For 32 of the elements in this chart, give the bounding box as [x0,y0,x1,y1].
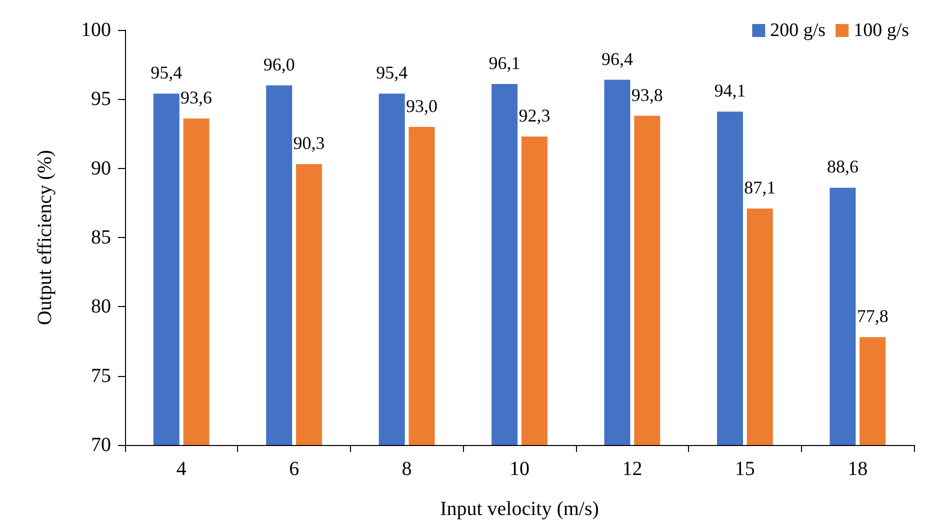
y-tick-label: 90 [91,157,111,180]
data-label: 96,1 [488,52,520,73]
x-tick-label: 10 [510,458,530,480]
data-label: 90,3 [293,133,325,154]
data-label: 93,8 [631,84,663,105]
data-label: 95,4 [150,62,182,83]
y-tick-label: 100 [81,19,111,41]
data-label: 93,0 [406,96,438,116]
data-label: 92,3 [518,106,550,126]
data-label: 96,4 [602,48,634,69]
y-axis-title: Output efficiency (%) [34,150,56,326]
x-tick-label: 4 [176,458,186,480]
data-label: 93,6 [180,88,212,108]
legend-label: 200 g/s [770,20,826,41]
x-tick-label: 12 [622,458,642,480]
x-tick-label: 8 [402,458,412,480]
y-tick-label: 70 [91,434,111,456]
x-tick-label: 6 [289,458,300,480]
x-tick-label: 15 [734,458,755,480]
data-label: 77,8 [856,306,888,326]
data-label: 87,1 [744,177,776,198]
y-tick-label: 75 [91,364,111,387]
data-label: 94,1 [714,80,746,101]
x-tick-label: 18 [848,458,868,480]
x-axis-title: Input velocity (m/s) [440,498,599,520]
data-label: 96,0 [263,54,295,74]
y-tick-label: 80 [91,296,111,318]
data-label: 88,6 [826,156,858,177]
y-tick-label: 85 [91,226,111,248]
legend-label: 100 g/s [854,20,910,41]
data-label: 95,4 [376,62,408,83]
y-tick-label: 95 [91,88,111,110]
